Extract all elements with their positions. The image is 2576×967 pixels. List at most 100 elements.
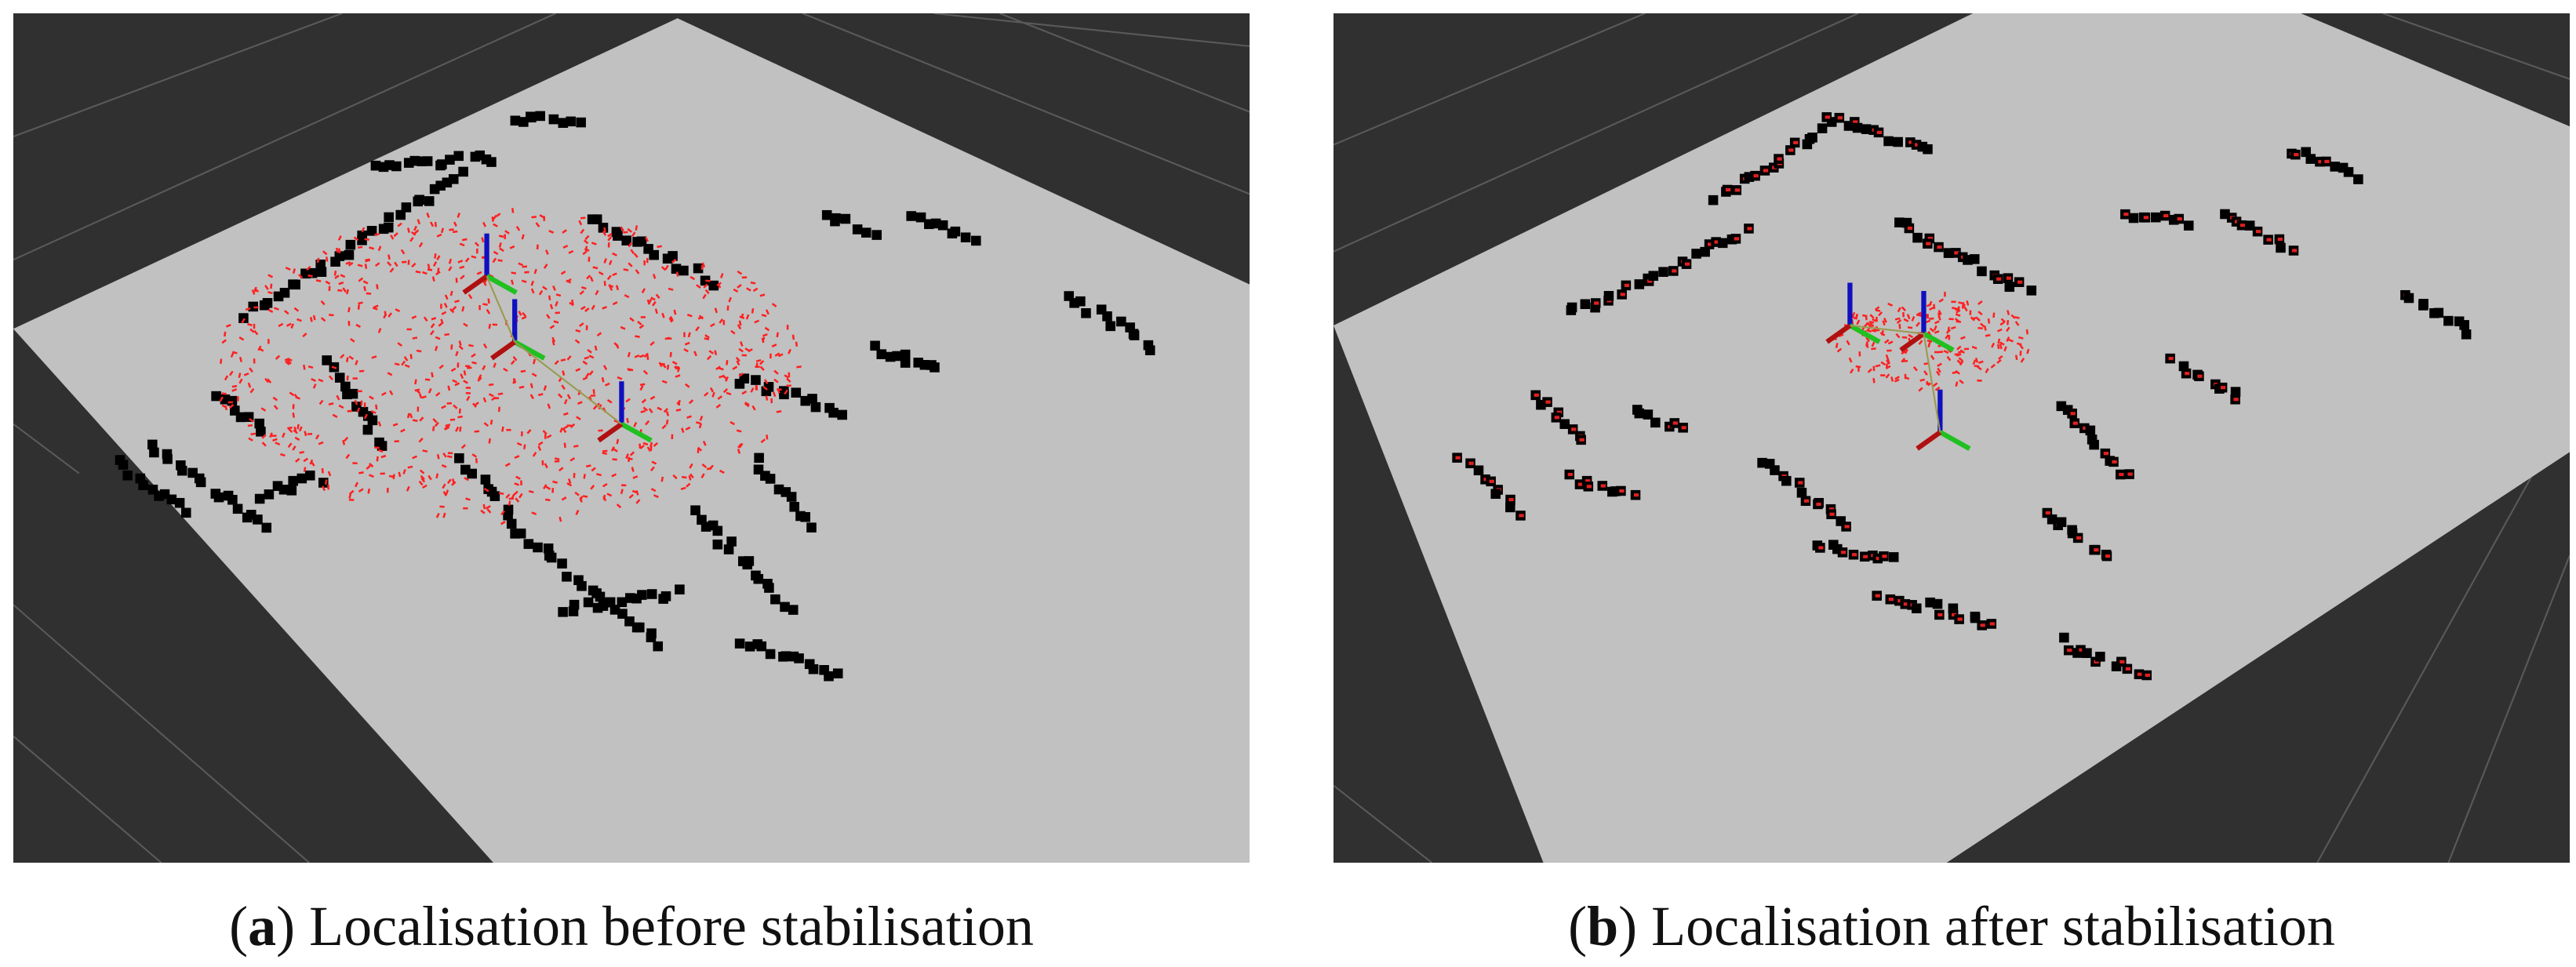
obstacles (115, 111, 1155, 682)
particle (380, 454, 387, 459)
particle (224, 331, 227, 337)
particle (762, 385, 768, 391)
particle (584, 239, 589, 245)
obstacle-cell (807, 394, 817, 404)
particle (777, 353, 784, 358)
particle (482, 343, 488, 349)
particle (251, 289, 256, 295)
particle (1938, 298, 1945, 303)
particle (719, 318, 724, 324)
particle (575, 329, 581, 333)
obstacle-cell (2059, 632, 2069, 643)
particle (616, 503, 622, 509)
particle (1886, 359, 1890, 365)
particle (1975, 316, 1981, 322)
obstacle-cell (624, 616, 635, 627)
particle (698, 314, 704, 320)
particle (676, 366, 681, 373)
particle (545, 249, 549, 255)
obstacle-cell (2418, 300, 2429, 311)
particle (442, 453, 447, 458)
particle (555, 293, 562, 297)
particle (698, 423, 703, 429)
particle (745, 314, 750, 320)
particle (1999, 321, 2006, 326)
obstacle-cell (383, 222, 394, 233)
particle (774, 352, 780, 357)
particle (672, 474, 678, 480)
particle (591, 467, 596, 472)
particle (312, 384, 317, 389)
particle (609, 285, 613, 291)
particle (1956, 345, 1962, 351)
particle (602, 231, 607, 236)
particle (530, 280, 535, 286)
particle (1856, 319, 1861, 325)
particle (516, 442, 522, 446)
obstacle-cell (366, 226, 377, 236)
particle (567, 478, 572, 484)
scan-point (1954, 251, 1959, 255)
scan-point (1882, 554, 1887, 558)
particle (334, 274, 340, 279)
particle (772, 391, 777, 398)
particle (750, 387, 755, 393)
obstacle-cell (264, 489, 275, 500)
particle (421, 395, 427, 399)
particle (480, 509, 486, 514)
pose-link (486, 275, 516, 343)
particle (422, 484, 428, 489)
obstacle-cell (1888, 552, 1899, 562)
particle (419, 416, 424, 422)
particle (366, 292, 372, 295)
particle (231, 388, 238, 392)
particle (220, 358, 223, 364)
particle (238, 373, 242, 378)
axis-y (486, 274, 518, 295)
particle (340, 274, 346, 278)
scan-point (1577, 482, 1584, 486)
scan-point (2145, 673, 2150, 678)
scan-point (1620, 293, 1625, 296)
obstacle-cell (791, 387, 802, 398)
particle (287, 442, 293, 449)
particle (454, 300, 460, 304)
particle (650, 488, 657, 493)
particle (471, 453, 478, 458)
particle (1908, 333, 1914, 339)
particle (602, 449, 608, 453)
particle (1835, 343, 1839, 348)
particle (784, 374, 790, 379)
particle (436, 255, 441, 261)
particle (304, 431, 307, 437)
particle (514, 482, 520, 486)
particle (607, 232, 613, 238)
particle (579, 496, 583, 503)
particle (384, 311, 387, 316)
particle (297, 318, 302, 322)
particle (464, 477, 469, 482)
obstacle-cell (290, 279, 300, 290)
particle (1871, 347, 1876, 351)
particle (791, 334, 795, 340)
particle (630, 249, 635, 255)
pose-axes (1825, 282, 1971, 451)
particle (546, 434, 552, 439)
scan-point (1586, 485, 1592, 489)
particle (395, 308, 401, 313)
obstacle-cell (2276, 242, 2286, 253)
particle (398, 471, 402, 478)
particle (2025, 329, 2029, 335)
particle (337, 235, 342, 241)
scan-point (1863, 554, 1868, 558)
particle (1926, 380, 1930, 387)
particle (728, 296, 732, 303)
obstacle-cell (876, 349, 887, 359)
particle (658, 362, 663, 368)
particle (1890, 376, 1894, 382)
particle (435, 271, 441, 276)
obstacle-cell (613, 231, 623, 241)
obstacle-cell (340, 381, 351, 392)
particle (377, 421, 382, 427)
